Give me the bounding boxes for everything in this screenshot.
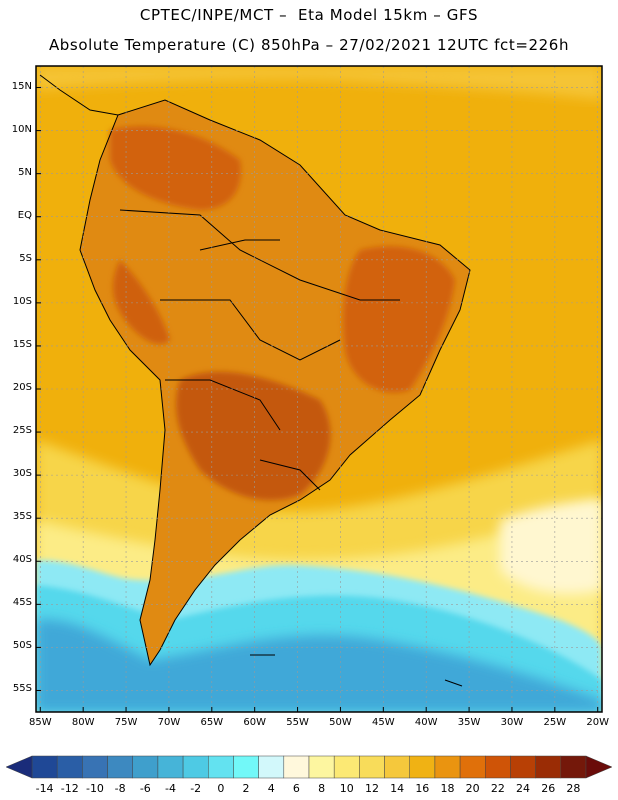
lat-label: 40S [12,554,32,566]
colorbar-tick-label: 20 [465,782,480,795]
colorbar-tick-label: 8 [318,782,326,795]
colorbar-over-arrow [585,755,613,779]
colorbar-swatch [434,755,461,779]
lat-label: 15S [12,338,32,350]
colorbar-tick-label: -14 [35,782,54,795]
lat-label: EQ [17,209,32,221]
lon-label: 55W [286,717,309,728]
lat-label: 30S [12,468,32,480]
lon-label: 60W [243,717,266,728]
colorbar-swatch [157,755,184,779]
colorbar-swatch [132,755,159,779]
cream-patch [500,500,602,594]
colorbar-tick-label: -12 [60,782,79,795]
lat-label: 5N [18,166,32,178]
colorbar [5,755,613,779]
colorbar-swatch [31,755,58,779]
colorbar-tick-label: 22 [490,782,505,795]
colorbar-tick-label: -10 [85,782,104,795]
lon-label: 65W [200,717,224,728]
lon-label: 70W [157,717,181,728]
colorbar-tick-label: 16 [415,782,430,795]
colorbar-swatch [409,755,436,779]
colorbar-under-arrow [5,755,33,779]
lat-label: 25S [12,425,32,437]
hot-core-east [343,246,455,393]
colorbar-swatch [384,755,410,779]
lat-label: 20S [12,382,32,393]
colorbar-tick-label: 26 [541,782,556,795]
colorbar-swatch [233,755,259,779]
lat-label: 50S [12,640,32,652]
lon-label: 85W [28,717,52,728]
colorbar-tick-label: 28 [566,782,581,795]
lon-label: 75W [114,717,138,728]
colorbar-tick-label: 18 [440,782,455,795]
colorbar-swatch [560,755,587,779]
colorbar-swatch [56,755,83,779]
north-band [36,66,602,100]
colorbar-swatch [359,755,385,779]
lat-label: 10S [12,295,32,307]
colorbar-swatch [485,755,511,779]
colorbar-tick-label: 6 [292,782,300,795]
lon-label: 40W [414,717,438,728]
colorbar-swatch [535,755,562,779]
lon-label: 35W [457,717,481,728]
colorbar-tick-label: -6 [139,782,151,795]
colorbar-swatch [107,755,133,779]
map-subtitle: Absolute Temperature (C) 850hPa – 27/02/… [48,36,570,54]
colorbar-swatch [333,755,360,779]
lat-label: 15N [11,80,32,92]
hot-core-north [110,126,241,210]
colorbar-tick-label: 0 [217,782,225,795]
colorbar-tick-label: -4 [165,782,176,795]
lat-label: 10N [11,123,32,135]
colorbar-swatch [459,755,486,779]
colorbar-tick-label: -8 [114,782,126,795]
cold-deep [36,619,602,712]
colorbar-tick-label: 4 [267,782,275,795]
hot-andes [113,260,170,344]
lat-label: 35S [12,511,32,523]
lon-label: 45W [372,717,395,728]
lat-label: 45S [12,597,32,609]
map-title: CPTEC/INPE/MCT – Eta Model 15km – GFS [139,6,479,24]
lon-label: 25W [543,717,567,728]
lat-label: 5S [19,252,32,264]
colorbar-swatch [182,755,209,779]
lat-label: 55S [12,683,32,695]
colorbar-tick-label: 24 [516,782,531,795]
lon-label: 80W [71,717,95,728]
axis-ticks [36,87,599,712]
colorbar-swatch [510,755,536,779]
colorbar-swatch [308,755,335,779]
colorbar-tick-label: 10 [339,782,354,795]
graticule [36,66,602,712]
colorbar-tick-label: 14 [390,782,405,795]
colorbar-swatch [208,755,234,779]
lon-label: 20W [586,717,610,728]
colorbar-swatch [283,755,310,779]
lon-label: 30W [500,717,524,728]
colorbar-tick-label: -2 [190,782,202,795]
colorbar-swatch [258,755,285,779]
lon-label: 50W [329,717,352,728]
colorbar-tick-label: 2 [242,782,250,795]
coastline [39,74,471,687]
colorbar-swatch [82,755,108,779]
colorbar-tick-label: 12 [364,782,379,795]
